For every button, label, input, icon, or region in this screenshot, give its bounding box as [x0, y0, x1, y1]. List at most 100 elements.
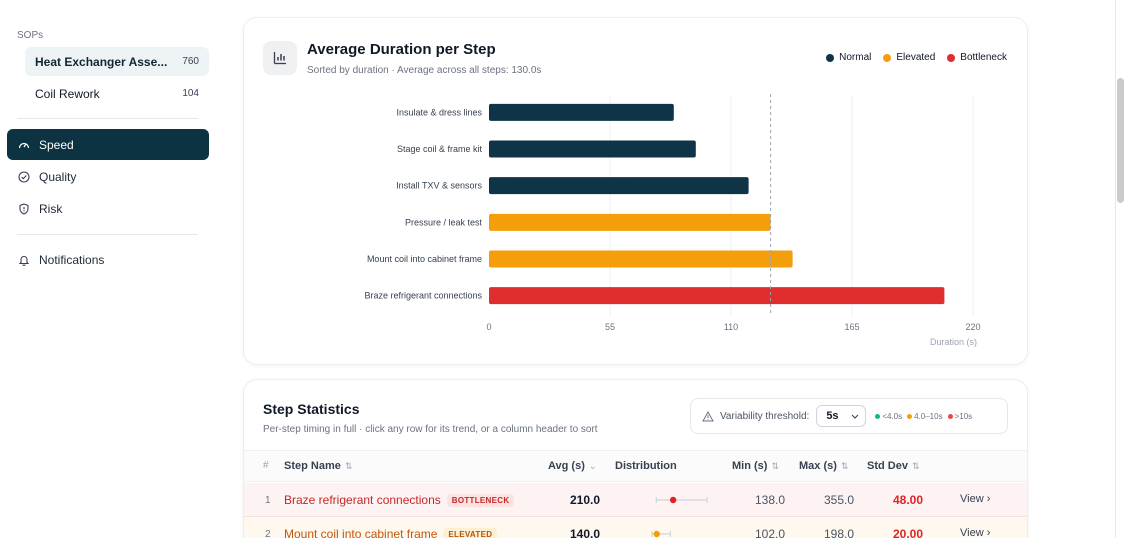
legend-dot: [947, 413, 953, 419]
view-label: View: [960, 493, 984, 505]
legend-dot: [907, 413, 913, 419]
sort-icon: ⇅: [840, 460, 849, 471]
avg-marker: [669, 496, 677, 504]
warning-icon: [702, 410, 714, 422]
var-legend-mid: 4.0–10s: [907, 411, 943, 421]
variability-legend: <4.0s 4.0–10s >10s: [875, 412, 972, 421]
nav-item-notifications[interactable]: Notifications: [7, 244, 209, 275]
sop-item-coil-rework[interactable]: Coil Rework 104: [25, 79, 209, 108]
col-distribution: Distribution: [615, 460, 677, 472]
var-legend-label: 4.0–10s: [914, 411, 943, 421]
sop-item-count: 104: [182, 88, 199, 99]
nav-item-label: Risk: [39, 201, 63, 216]
chart-subtitle: Sorted by duration · Average across all …: [307, 65, 542, 76]
legend-dot: [883, 53, 892, 62]
nav-item-risk[interactable]: Risk: [7, 193, 209, 224]
legend-label: Bottleneck: [960, 52, 1007, 63]
x-tick-label: 165: [844, 322, 859, 332]
duration-chart-card: Average Duration per Step Sorted by dura…: [243, 17, 1028, 365]
col-label: Avg (s): [548, 460, 585, 472]
row-avg: 210.0: [570, 493, 601, 507]
gauge-icon: [17, 138, 31, 152]
sops-heading: SOPs: [17, 30, 44, 41]
var-legend-label: <4.0s: [882, 411, 903, 421]
col-std-dev[interactable]: Std Dev ⇅: [867, 460, 920, 472]
scrollbar[interactable]: [1117, 78, 1124, 203]
col-index: #: [263, 460, 269, 471]
y-tick-label: Mount coil into cabinet frame: [367, 254, 482, 264]
step-statistics-card: Step Statistics Per-step timing in full …: [243, 379, 1028, 538]
col-avg[interactable]: Avg (s) ⌄: [548, 460, 596, 472]
chevron-right-icon: ›: [986, 527, 991, 538]
bar: [489, 140, 696, 158]
view-button[interactable]: View ›: [960, 527, 990, 538]
y-tick-label: Install TXV & sensors: [396, 181, 482, 191]
row-min: 102.0: [755, 527, 786, 538]
sort-icon: ⇅: [911, 460, 920, 471]
sidebar-divider: [17, 118, 198, 119]
table-row[interactable]: 1 Braze refrigerant connections BOTTLENE…: [244, 483, 1027, 517]
x-tick-label: 110: [724, 322, 738, 332]
sop-item-count: 760: [182, 56, 199, 67]
bar: [489, 287, 945, 305]
bar: [489, 213, 771, 231]
y-tick-label: Insulate & dress lines: [396, 107, 482, 117]
legend-dot: [826, 53, 835, 62]
nav-item-label: Speed: [39, 137, 74, 152]
table-header: # Step Name ⇅ Avg (s) ⌄ Distribution Min (…: [244, 450, 1027, 482]
var-legend-label: >10s: [954, 411, 973, 421]
view-label: View: [960, 527, 984, 538]
bar: [489, 103, 674, 121]
chart-title: Average Duration per Step: [307, 41, 496, 58]
col-min[interactable]: Min (s) ⇅: [732, 460, 779, 472]
legend-item-normal: Normal: [826, 52, 871, 63]
variability-label: Variability threshold:: [720, 410, 810, 422]
col-label: Step Name: [284, 460, 341, 472]
shield-icon: [17, 202, 31, 216]
row-step-name: Braze refrigerant connections BOTTLENECK: [284, 493, 515, 507]
col-label: Min (s): [732, 460, 768, 472]
y-tick-label: Braze refrigerant connections: [364, 291, 482, 301]
step-name-text: Braze refrigerant connections: [284, 493, 441, 507]
step-name-text: Mount coil into cabinet frame: [284, 527, 438, 538]
nav-item-quality[interactable]: Quality: [7, 161, 209, 192]
col-step-name[interactable]: Step Name ⇅: [284, 460, 352, 472]
bar: [489, 177, 749, 195]
col-label: Distribution: [615, 460, 677, 472]
x-tick-label: 55: [605, 322, 615, 332]
sop-item-label: Coil Rework: [35, 86, 100, 101]
row-std-dev: 48.00: [893, 493, 924, 507]
row-max: 355.0: [824, 493, 855, 507]
distribution-range: [655, 496, 708, 504]
x-axis-label: Duration (s): [930, 337, 977, 347]
sidebar-divider: [17, 234, 198, 235]
threshold-select[interactable]: 5s: [816, 405, 867, 427]
chart-legend: Normal Elevated Bottleneck: [826, 52, 1007, 63]
x-tick-label: 0: [486, 322, 491, 332]
row-index: 1: [265, 495, 271, 506]
bell-icon: [17, 253, 31, 267]
legend-item-bottleneck: Bottleneck: [947, 52, 1007, 63]
stats-title: Step Statistics: [263, 401, 360, 417]
chevron-down-icon: [851, 410, 859, 422]
bar-chart-icon: [263, 41, 297, 75]
sop-item-heat-exchanger[interactable]: Heat Exchanger Asse... 760: [25, 47, 209, 76]
distribution-range: [651, 530, 671, 538]
var-legend-high: >10s: [947, 411, 973, 421]
legend-label: Normal: [839, 52, 872, 63]
var-legend-low: <4.0s: [875, 412, 902, 421]
col-label: Max (s): [799, 460, 837, 472]
nav-item-speed[interactable]: Speed: [7, 129, 209, 160]
sort-icon: ⇅: [344, 460, 353, 471]
bar: [489, 250, 793, 268]
table-row[interactable]: 2 Mount coil into cabinet frame ELEVATED…: [244, 517, 1027, 538]
col-max[interactable]: Max (s) ⇅: [799, 460, 848, 472]
legend-item-elevated: Elevated: [883, 52, 935, 63]
row-min: 138.0: [755, 493, 786, 507]
stats-subtitle: Per-step timing in full · click any row …: [263, 424, 598, 435]
view-button[interactable]: View ›: [960, 493, 990, 505]
content-edge: [1115, 0, 1116, 538]
nav-item-label: Notifications: [39, 252, 105, 267]
variability-threshold-control: Variability threshold: 5s <4.0s 4.0–10s …: [690, 398, 1008, 434]
sop-item-label: Heat Exchanger Asse...: [35, 54, 168, 69]
